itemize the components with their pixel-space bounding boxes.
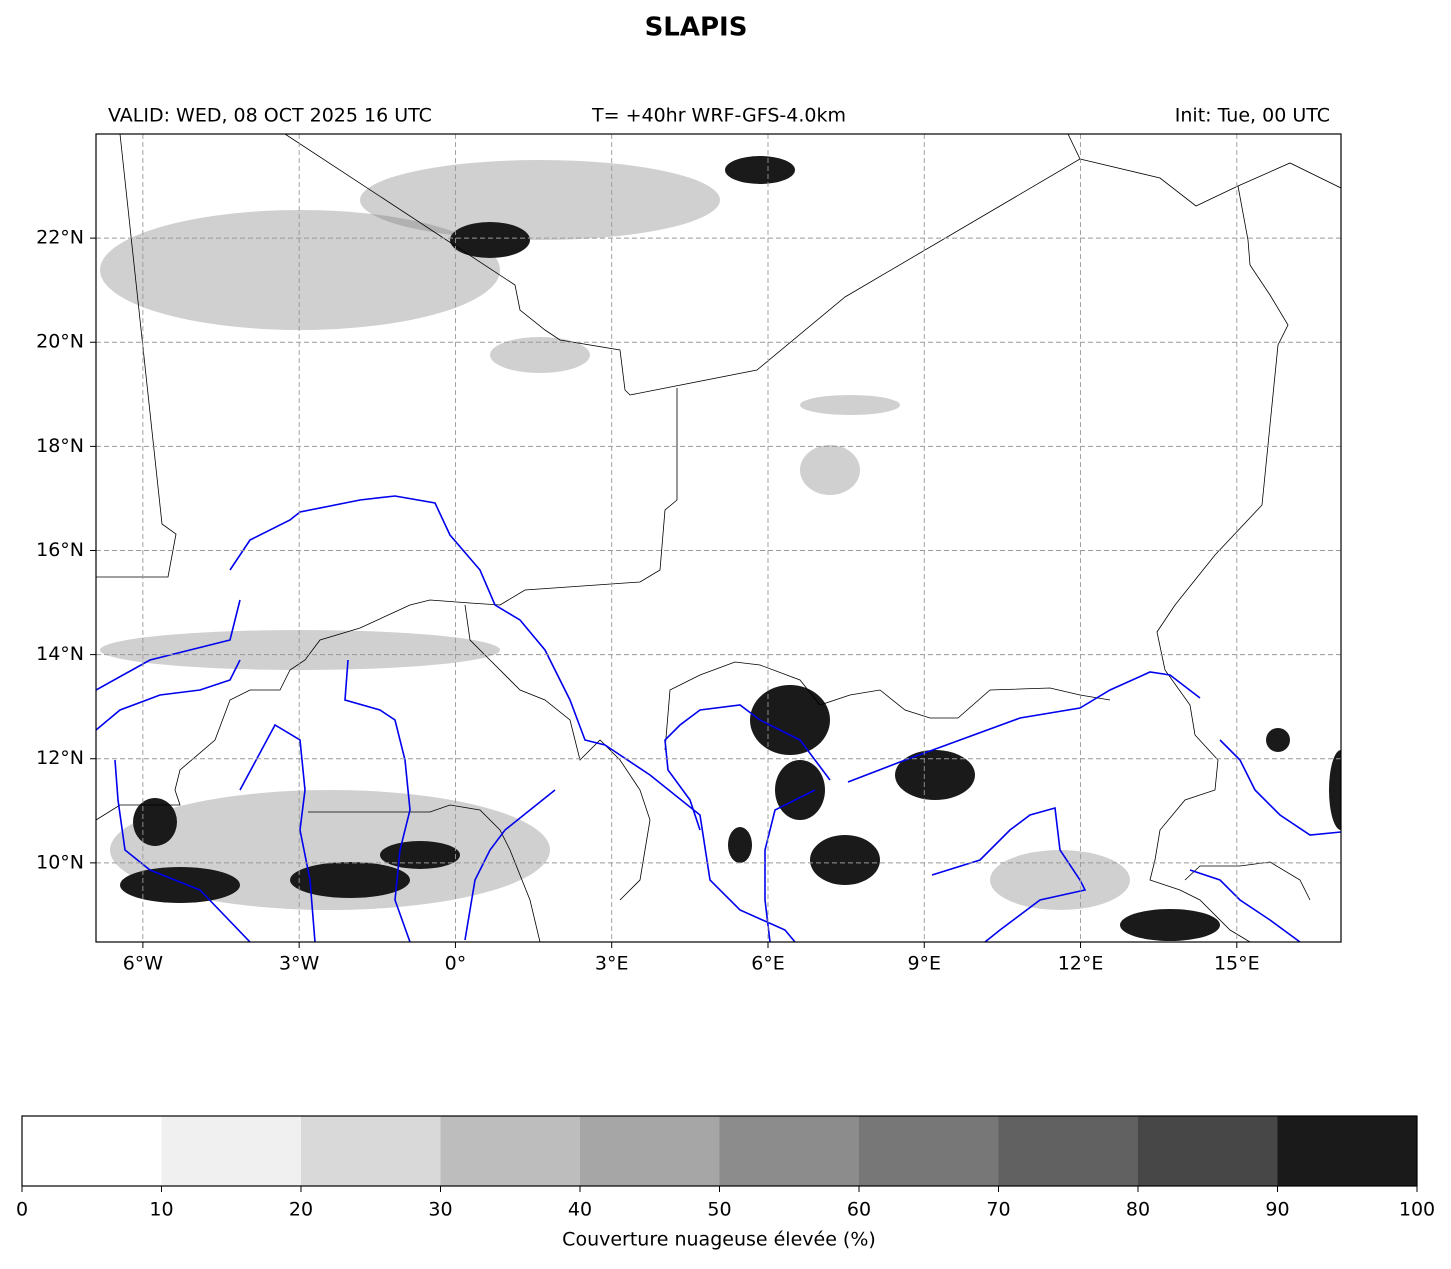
x-tick-label: 0° — [445, 953, 467, 975]
colorbar-tick-label: 80 — [1126, 1199, 1150, 1221]
colorbar-tick-label: 100 — [1399, 1199, 1435, 1221]
colorbar-tick-label: 10 — [149, 1199, 173, 1221]
title: SLAPIS — [645, 13, 748, 43]
colorbar-tick-label: 50 — [707, 1199, 731, 1221]
x-tick-label: 3°E — [595, 953, 629, 975]
colorbar-tick-label: 90 — [1265, 1199, 1289, 1221]
colorbar-tick-label: 20 — [289, 1199, 313, 1221]
colorbar-segment — [1138, 1116, 1278, 1186]
colorbar-tick-label: 60 — [847, 1199, 871, 1221]
map-area — [96, 134, 1341, 942]
colorbar-segment — [161, 1116, 301, 1186]
y-tick-label: 16°N — [36, 539, 84, 561]
y-tick-label: 12°N — [36, 747, 84, 769]
borders — [96, 134, 1341, 942]
colorbar-segment — [998, 1116, 1138, 1186]
y-tick-label: 10°N — [36, 851, 84, 873]
colorbar-tick-label: 40 — [568, 1199, 592, 1221]
y-tick-label: 22°N — [36, 227, 84, 249]
valid-time: VALID: WED, 08 OCT 2025 16 UTC — [108, 105, 432, 127]
colorbar-segment — [1277, 1116, 1417, 1186]
colorbar-segment — [580, 1116, 720, 1186]
colorbar-label: Couverture nuageuse élevée (%) — [562, 1229, 876, 1251]
colorbar-tick-label: 0 — [16, 1199, 28, 1221]
y-tick-label: 14°N — [36, 643, 84, 665]
rivers — [96, 495, 1341, 942]
colorbar-segment — [22, 1116, 162, 1186]
x-tick-label: 3°W — [279, 953, 320, 975]
run-info: T= +40hr WRF-GFS-4.0km — [591, 105, 846, 127]
y-tick-label: 18°N — [36, 435, 84, 457]
x-tick-label: 9°E — [907, 953, 941, 975]
x-tick-label: 6°W — [123, 953, 164, 975]
x-tick-label: 6°E — [751, 953, 785, 975]
colorbar-tick-label: 30 — [428, 1199, 452, 1221]
y-tick-label: 20°N — [36, 331, 84, 353]
x-tick-label: 15°E — [1214, 953, 1260, 975]
colorbar-tick-label: 70 — [986, 1199, 1010, 1221]
colorbar-segment — [301, 1116, 441, 1186]
colorbar-segment — [859, 1116, 999, 1186]
cloud-field — [100, 156, 1341, 941]
map-frame — [95, 133, 1342, 943]
init-time: Init: Tue, 00 UTC — [1175, 105, 1330, 127]
colorbar-segment — [440, 1116, 580, 1186]
colorbar-segment — [719, 1116, 859, 1186]
x-tick-label: 12°E — [1058, 953, 1104, 975]
